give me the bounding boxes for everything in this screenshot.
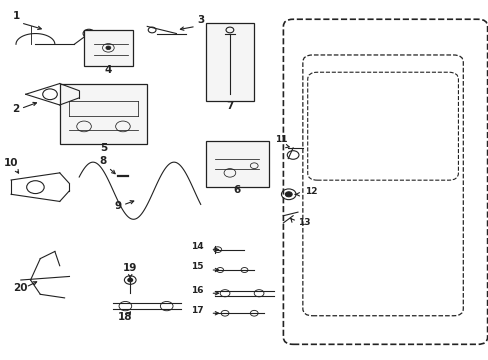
Circle shape bbox=[285, 192, 291, 197]
Text: 1: 1 bbox=[12, 11, 20, 21]
Text: 11: 11 bbox=[274, 135, 286, 144]
Text: 12: 12 bbox=[305, 186, 317, 195]
Text: 2: 2 bbox=[12, 104, 20, 114]
Bar bbox=[60, 84, 147, 144]
Text: 9: 9 bbox=[114, 201, 122, 211]
Text: 18: 18 bbox=[118, 312, 132, 322]
Bar bbox=[84, 30, 132, 66]
Circle shape bbox=[127, 278, 132, 282]
Text: 5: 5 bbox=[100, 143, 107, 153]
Bar bbox=[205, 141, 268, 187]
Text: 16: 16 bbox=[190, 285, 203, 294]
Text: 19: 19 bbox=[123, 263, 137, 273]
Bar bbox=[205, 23, 254, 102]
Text: 3: 3 bbox=[197, 15, 204, 25]
Text: 17: 17 bbox=[190, 306, 203, 315]
Text: 20: 20 bbox=[14, 283, 28, 293]
Text: 6: 6 bbox=[233, 185, 240, 194]
Text: 8: 8 bbox=[100, 156, 107, 166]
Text: 7: 7 bbox=[226, 100, 233, 111]
Text: 15: 15 bbox=[190, 262, 203, 271]
Text: 14: 14 bbox=[190, 242, 203, 251]
Text: 4: 4 bbox=[104, 65, 112, 75]
Text: 13: 13 bbox=[297, 218, 310, 227]
Circle shape bbox=[106, 46, 111, 50]
Text: 10: 10 bbox=[4, 158, 19, 168]
